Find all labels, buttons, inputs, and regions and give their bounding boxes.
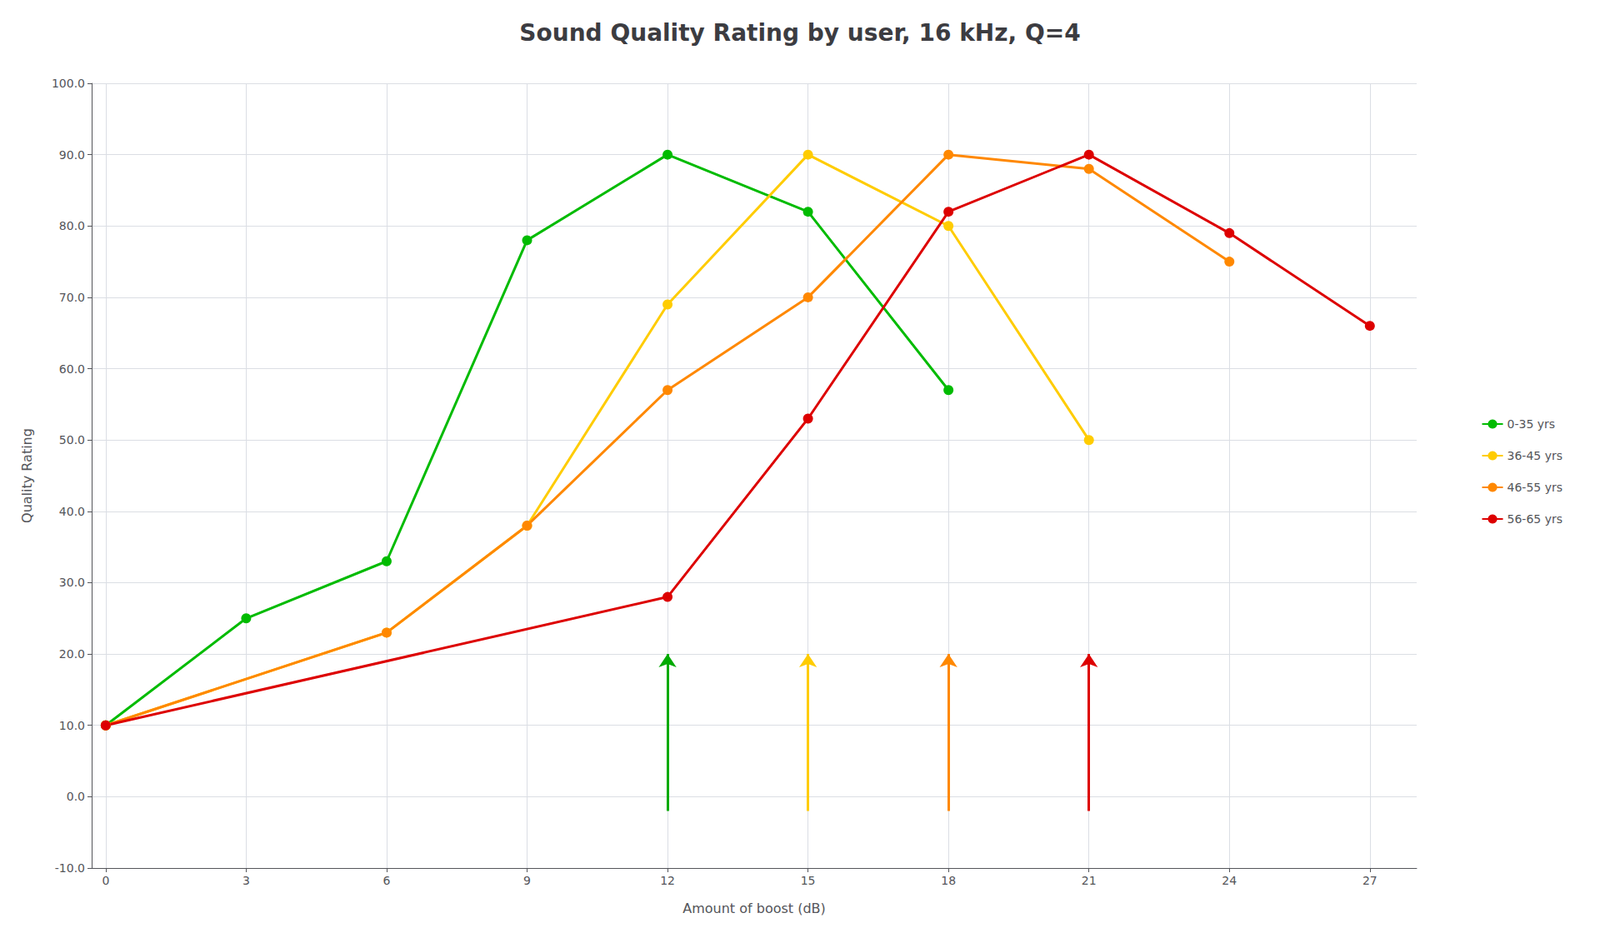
svg-text:15: 15 [800, 874, 816, 888]
svg-text:21: 21 [1081, 874, 1097, 888]
svg-text:0.0: 0.0 [66, 790, 85, 804]
svg-text:40.0: 40.0 [59, 505, 85, 519]
svg-text:90.0: 90.0 [59, 148, 85, 162]
svg-text:100.0: 100.0 [51, 76, 85, 90]
svg-text:60.0: 60.0 [59, 362, 85, 376]
svg-text:80.0: 80.0 [59, 219, 85, 233]
svg-text:30.0: 30.0 [59, 575, 85, 590]
svg-text:50.0: 50.0 [59, 433, 85, 447]
svg-text:3: 3 [242, 874, 250, 888]
svg-text:20.0: 20.0 [59, 647, 85, 661]
svg-text:27: 27 [1362, 874, 1378, 888]
svg-text:36-45 yrs: 36-45 yrs [1507, 449, 1563, 463]
svg-text:6: 6 [382, 874, 390, 888]
svg-text:24: 24 [1221, 874, 1237, 888]
svg-text:10.0: 10.0 [59, 719, 85, 733]
svg-text:70.0: 70.0 [59, 290, 85, 305]
svg-text:Sound Quality Rating by user,: Sound Quality Rating by user, 16 kHz, Q=… [519, 19, 1080, 47]
svg-text:12: 12 [660, 874, 675, 888]
svg-text:-10.0: -10.0 [55, 861, 85, 875]
svg-text:9: 9 [523, 874, 531, 888]
svg-text:18: 18 [940, 874, 956, 888]
svg-text:56-65 yrs: 56-65 yrs [1507, 512, 1563, 526]
svg-text:0: 0 [101, 874, 110, 888]
svg-text:46-55 yrs: 46-55 yrs [1507, 480, 1563, 495]
svg-text:Quality Rating: Quality Rating [19, 428, 35, 524]
svg-text:0-35 yrs: 0-35 yrs [1507, 417, 1556, 431]
svg-text:Amount of boost (dB): Amount of boost (dB) [682, 900, 826, 917]
